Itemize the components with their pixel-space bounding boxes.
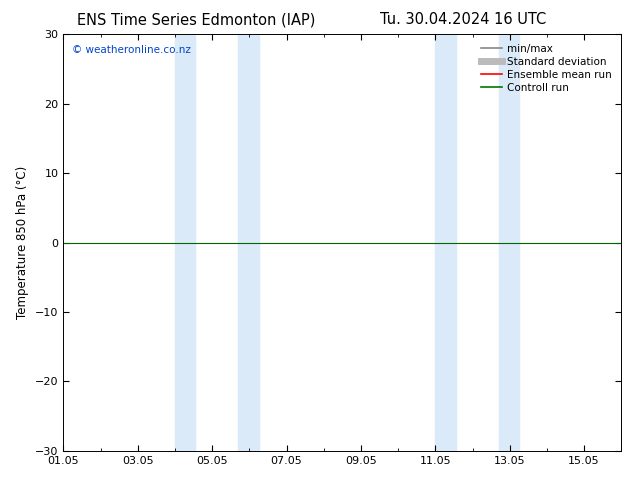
Text: ENS Time Series Edmonton (IAP): ENS Time Series Edmonton (IAP)	[77, 12, 316, 27]
Bar	[498, 34, 519, 451]
Legend: min/max, Standard deviation, Ensemble mean run, Controll run: min/max, Standard deviation, Ensemble me…	[477, 40, 616, 97]
Text: Tu. 30.04.2024 16 UTC: Tu. 30.04.2024 16 UTC	[380, 12, 546, 27]
Bar	[436, 34, 456, 451]
Text: © weatheronline.co.nz: © weatheronline.co.nz	[72, 45, 191, 55]
Bar	[175, 34, 195, 451]
Bar	[238, 34, 259, 451]
Y-axis label: Temperature 850 hPa (°C): Temperature 850 hPa (°C)	[16, 166, 30, 319]
